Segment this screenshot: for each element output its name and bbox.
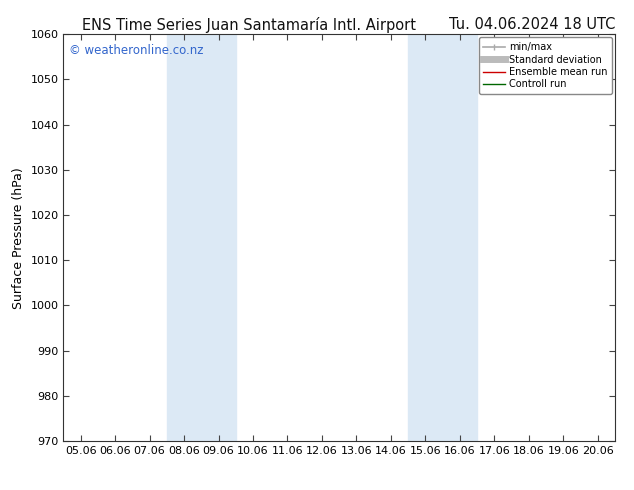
Text: © weatheronline.co.nz: © weatheronline.co.nz — [69, 45, 204, 57]
Bar — [167, 34, 236, 441]
Y-axis label: Surface Pressure (hPa): Surface Pressure (hPa) — [12, 167, 25, 309]
Legend: min/max, Standard deviation, Ensemble mean run, Controll run: min/max, Standard deviation, Ensemble me… — [479, 37, 612, 94]
Text: Tu. 04.06.2024 18 UTC: Tu. 04.06.2024 18 UTC — [449, 17, 615, 32]
Bar — [408, 34, 477, 441]
Text: ENS Time Series Juan Santamaría Intl. Airport: ENS Time Series Juan Santamaría Intl. Ai… — [82, 17, 417, 33]
